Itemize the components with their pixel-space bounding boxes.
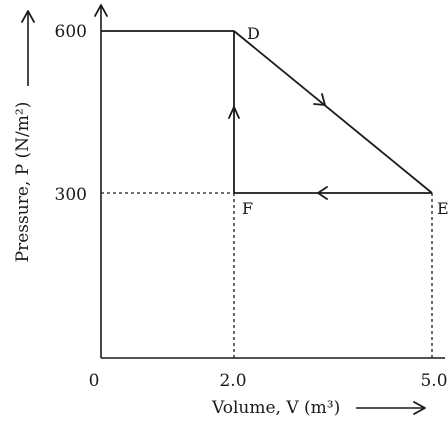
- x-title-arrow-icon: [413, 401, 426, 415]
- y-tick-300: 300: [55, 185, 87, 205]
- y-title-arrow-icon: [21, 10, 35, 23]
- axes: [94, 4, 445, 359]
- y-tick-600: 600: [55, 22, 87, 42]
- y-axis-title: Pressure, P (N/m²): [13, 102, 33, 263]
- point-label-e: E: [437, 199, 448, 218]
- y-axis-arrow-icon: [94, 4, 108, 17]
- x-axis-title: Volume, V (m³): [211, 398, 340, 418]
- x-tick-0: 0: [89, 371, 100, 391]
- x-tick-2: 2.0: [219, 371, 246, 391]
- arrow-f-d-icon: [228, 106, 240, 119]
- arrow-e-f-icon: [317, 186, 328, 200]
- cycle-path: [228, 30, 433, 200]
- point-label-f: F: [242, 199, 253, 218]
- arrow-d-e-icon: [313, 93, 326, 106]
- reference-lines: [101, 192, 433, 358]
- segment-d-e: [233, 30, 433, 194]
- point-label-d: D: [247, 24, 260, 43]
- x-tick-5: 5.0: [420, 371, 447, 391]
